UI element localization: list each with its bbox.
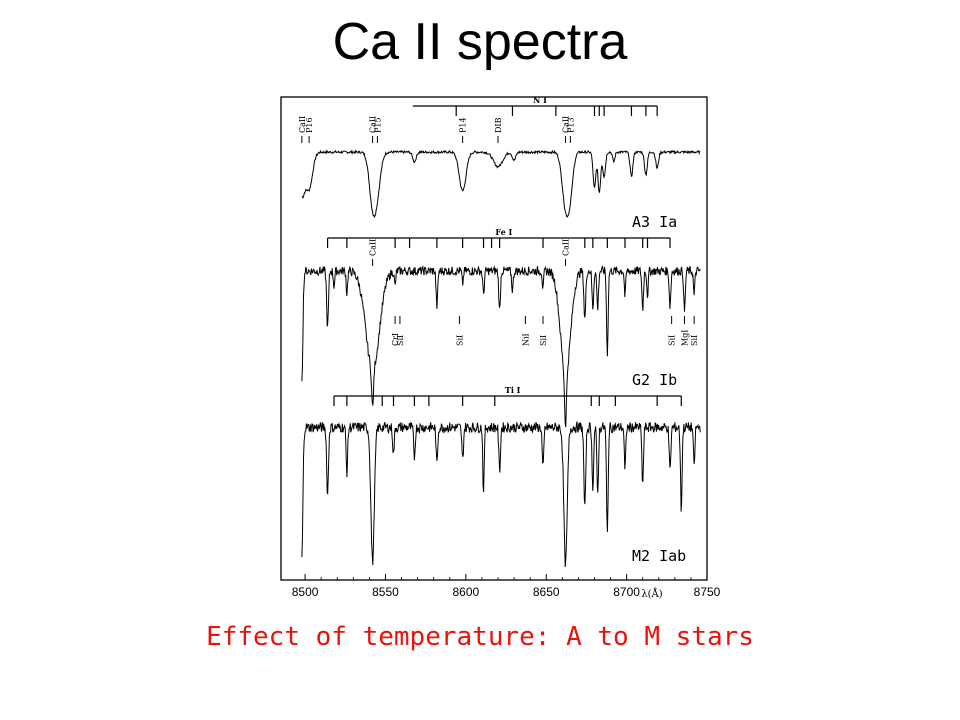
line-id-label: CaII [369,239,378,256]
spectra-traces [301,149,701,568]
line-id-label: CaII [562,116,571,133]
line-id-label: NiI [521,333,530,346]
x-axis: 8500 8550 8600 8650 8700 8750 λ(Å) [292,574,721,600]
multiplet-bars: N I Fe I Ti I [326,95,682,406]
x-tick-label: 8650 [533,585,560,599]
line-id-label: MgI [680,330,689,346]
spectrum-line-2 [301,265,701,428]
x-tick-label: 8750 [694,585,721,599]
x-tick-label: 8600 [452,585,479,599]
line-id-label: SiI [539,335,548,346]
panel-labels: A3 Ia G2 Ib M2 Iab [632,213,686,565]
spectrum-line-3 [301,420,701,568]
line-id-label: SiI [396,335,405,346]
x-tick-label: 8550 [372,585,399,599]
line-id-label: P13 [566,117,575,133]
page-title: Ca II spectra [332,13,628,71]
line-id-label: P14 [459,117,468,133]
line-id-label: CaII [298,116,307,133]
line-id-label: CrI [391,333,400,346]
line-id-label: DIB [494,117,503,133]
panel-label: G2 Ib [632,371,677,389]
line-id-label: P16 [305,117,314,133]
line-id-label: SiI [690,335,699,346]
x-axis-label: λ(Å) [641,588,662,600]
line-id-label: SiI [668,335,677,346]
multiplet-label: Ti I [505,385,521,395]
multiplet-label: N I [533,95,547,105]
multiplet-label: Fe I [495,227,512,237]
plot-frame [280,96,708,581]
line-id-label: SiI [455,335,464,346]
line-id-label: CaII [562,239,571,256]
figure-caption: Effect of temperature: A to M stars [206,622,754,652]
line-id-label: CaII [369,116,378,133]
line-id-label: P15 [373,117,382,133]
panel-label: M2 Iab [632,547,686,565]
spectrum-line-1 [301,149,701,219]
panel-label: A3 Ia [632,213,677,231]
x-tick-label: 8700 [613,585,640,599]
x-tick-label: 8500 [292,585,319,599]
